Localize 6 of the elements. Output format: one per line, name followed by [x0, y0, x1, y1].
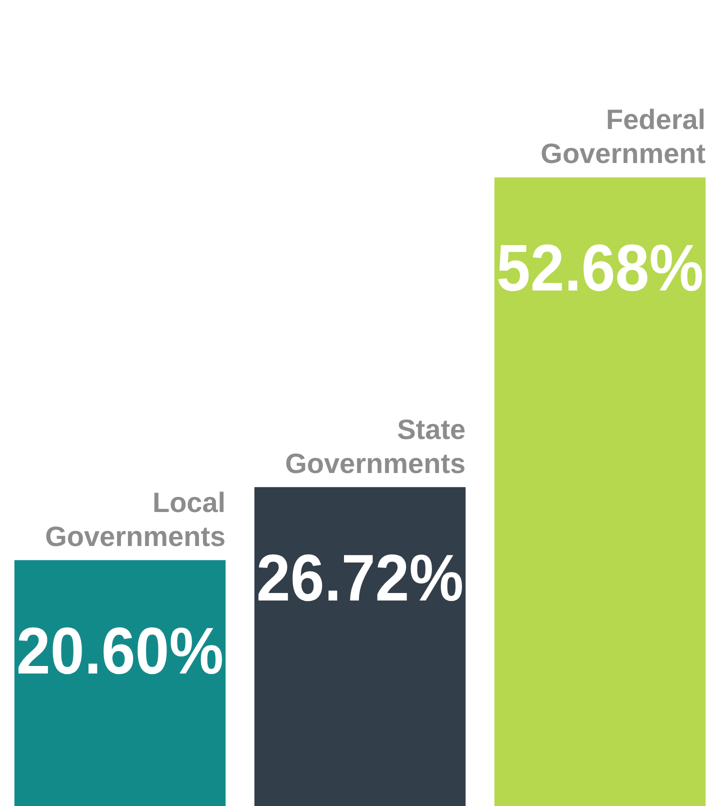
x-tick-label: Federal Government	[540, 104, 706, 170]
x-tick-label: State Governments	[285, 414, 466, 479]
data-label: 20.60%	[16, 614, 224, 688]
data-label: 26.72%	[256, 541, 464, 615]
data-label: 52.68%	[496, 231, 704, 306]
x-tick-label: Local Governments	[45, 486, 226, 552]
